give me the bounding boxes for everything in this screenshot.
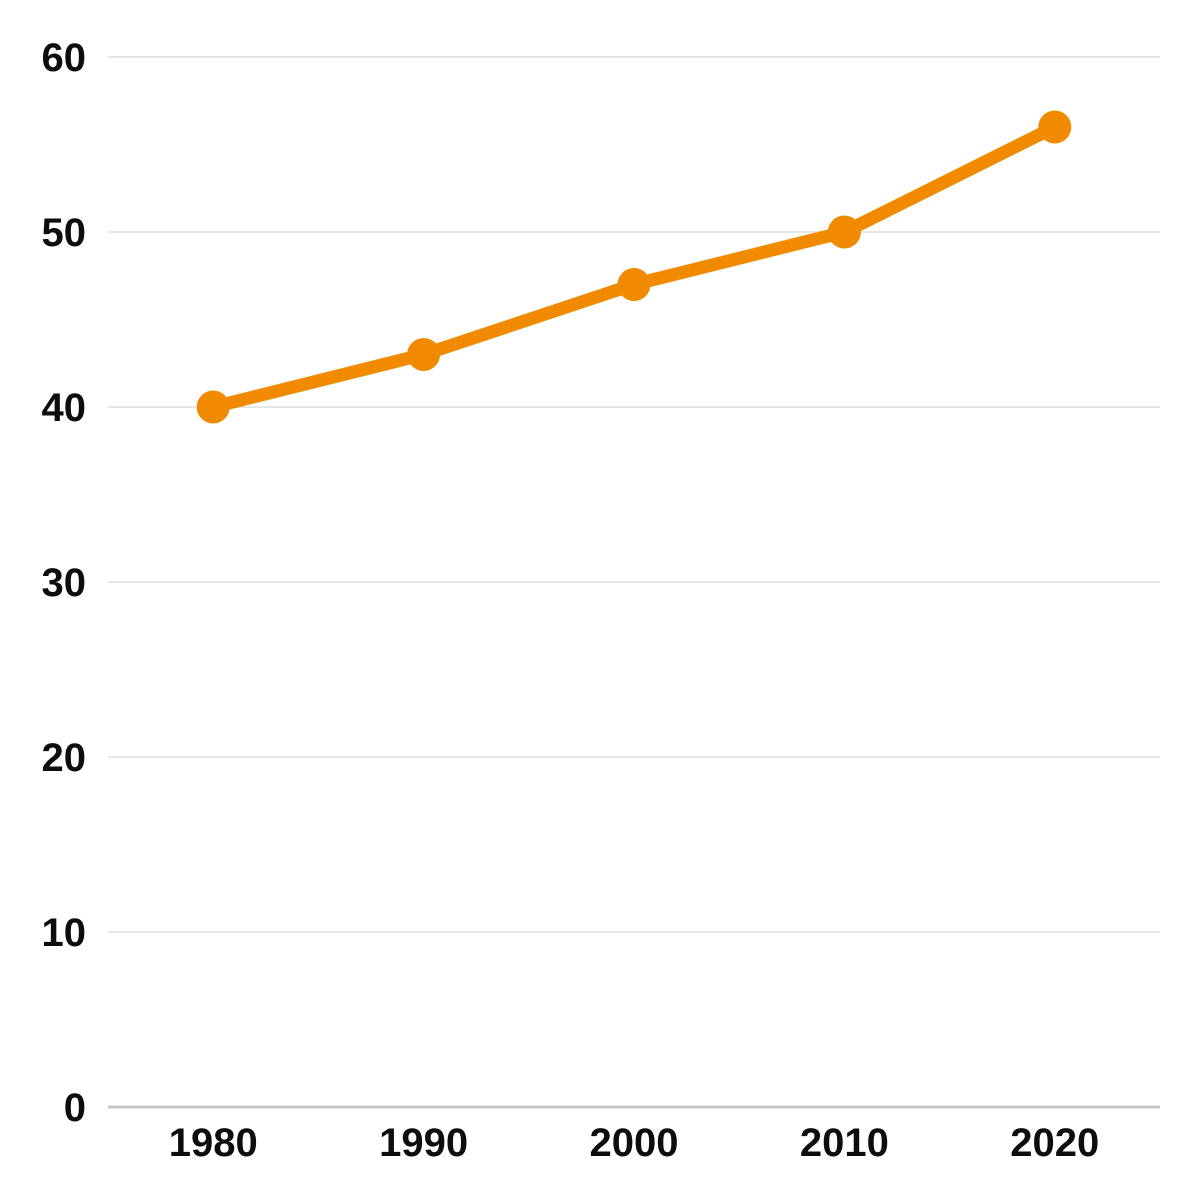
x-tick-label: 1990 (379, 1121, 468, 1165)
data-point (196, 390, 230, 424)
y-tick-label: 10 (42, 911, 87, 955)
y-axis-tick-labels: 0 10 20 30 40 50 60 (42, 36, 87, 1130)
y-tick-label: 30 (42, 561, 87, 605)
data-point (1038, 110, 1072, 144)
data-line (206, 120, 1062, 414)
y-tick-label: 50 (42, 211, 87, 255)
y-tick-label: 20 (42, 736, 87, 780)
y-tick-label: 40 (42, 386, 87, 430)
x-axis-tick-labels: 1980 1990 2000 2010 2020 (169, 1121, 1100, 1165)
data-series (196, 110, 1072, 424)
x-tick-label: 1980 (169, 1121, 258, 1165)
y-tick-label: 60 (42, 36, 87, 80)
x-tick-label: 2000 (590, 1121, 679, 1165)
x-tick-label: 2020 (1010, 1121, 1099, 1165)
gridlines (108, 56, 1160, 1109)
y-tick-label: 0 (64, 1086, 86, 1130)
data-point (827, 215, 861, 249)
data-point (617, 268, 651, 301)
x-tick-label: 2010 (800, 1121, 889, 1165)
data-point (407, 338, 441, 371)
